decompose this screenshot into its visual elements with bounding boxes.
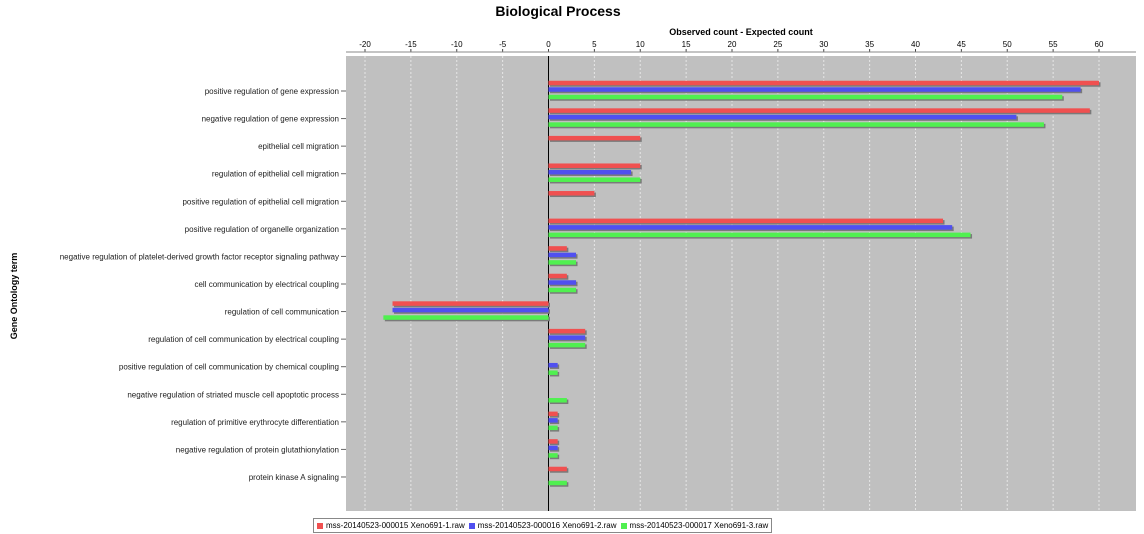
- bar-series-3: [548, 342, 586, 348]
- bar-series-1: [548, 80, 1099, 86]
- bar-series-1: [548, 411, 558, 417]
- bar-series-1: [548, 135, 641, 141]
- bar-series-3: [383, 315, 549, 320]
- bar-series-1: [392, 301, 549, 306]
- bar-series-3: [548, 480, 567, 486]
- x-axis-ticks: -20 -15 -10 -5 0 5 10 15 20 25 30 35 40 45 50 55 60: [346, 40, 1136, 53]
- y-category-label: cell communication by electrical couplin…: [194, 280, 339, 289]
- y-category-label: regulation of cell communication by elec…: [148, 335, 339, 344]
- y-category-label: negative regulation of protein glutathio…: [176, 445, 339, 454]
- bar-series-2: [548, 87, 1081, 92]
- bar-series-3: [548, 425, 558, 431]
- x-tick-label: 40: [911, 40, 920, 49]
- bar-series-2: [548, 335, 586, 340]
- legend: mss-20140523-000015 Xeno691-1.raw mss-20…: [313, 518, 773, 533]
- x-tick-label: 60: [1095, 40, 1104, 49]
- y-category-label: positive regulation of cell communicatio…: [119, 363, 339, 372]
- y-category-label: positive regulation of gene expression: [205, 87, 339, 96]
- legend-label-series-3: mss-20140523-000017 Xeno691-3.raw: [629, 521, 769, 530]
- bar-series-1: [548, 191, 595, 196]
- y-category-label: regulation of epithelial cell migration: [212, 170, 339, 179]
- y-category-label: regulation of cell communication: [225, 308, 339, 317]
- bar-series-2: [548, 418, 558, 423]
- bar-series-3: [548, 177, 641, 182]
- legend-swatch-series-1: [317, 522, 323, 529]
- bar-series-1: [548, 439, 558, 444]
- bar-series-3: [548, 287, 577, 293]
- bar-series-2: [548, 445, 558, 451]
- bar-series-2: [392, 307, 549, 313]
- bar-series-2: [548, 225, 953, 230]
- y-category-label: negative regulation of striated muscle c…: [127, 390, 339, 399]
- bar-series-1: [548, 328, 586, 334]
- plot-area: [346, 56, 1136, 511]
- legend-item-series-3: mss-20140523-000017 Xeno691-3.raw: [620, 521, 769, 530]
- y-category-label: positive regulation of epithelial cell m…: [182, 197, 339, 206]
- bar-series-2: [548, 252, 577, 258]
- bar-series-2: [548, 362, 558, 368]
- x-tick-label: 20: [728, 40, 737, 49]
- bar-series-1: [548, 273, 567, 279]
- x-tick-label: -10: [451, 40, 463, 49]
- bar-series-1: [548, 218, 944, 224]
- x-tick-label: -15: [405, 40, 417, 49]
- bar-series-1: [548, 108, 1090, 113]
- bar-series-1: [548, 163, 641, 168]
- y-category-label: negative regulation of platelet-derived …: [60, 252, 339, 261]
- bar-series-3: [548, 232, 971, 238]
- y-category-label: regulation of primitive erythrocyte diff…: [171, 418, 339, 427]
- bar-series-3: [548, 370, 558, 375]
- legend-item-series-2: mss-20140523-000016 Xeno691-2.raw: [468, 521, 617, 530]
- legend-swatch-series-3: [620, 522, 627, 529]
- x-tick-label: 30: [819, 40, 828, 49]
- x-tick-label: 55: [1049, 40, 1058, 49]
- legend-label-series-1: mss-20140523-000015 Xeno691-1.raw: [326, 521, 465, 530]
- y-axis-label: Gene Ontology term: [9, 253, 19, 340]
- x-tick-label: 50: [1003, 40, 1012, 49]
- bar-series-3: [548, 398, 567, 403]
- x-tick-label: -20: [359, 40, 371, 49]
- chart-title: Biological Process: [495, 3, 620, 19]
- x-tick-label: 10: [636, 40, 645, 49]
- bar-series-2: [548, 169, 632, 175]
- legend-label-series-2: mss-20140523-000016 Xeno691-2.raw: [477, 521, 617, 530]
- x-tick-label: 45: [957, 40, 966, 49]
- bar-series-2: [548, 114, 1017, 120]
- x-tick-label: 15: [682, 40, 691, 49]
- bar-series-1: [548, 246, 567, 251]
- bar-series-3: [548, 122, 1044, 127]
- bar-series-3: [548, 94, 1063, 100]
- y-category-label: epithelial cell migration: [258, 142, 339, 151]
- x-tick-label: 25: [773, 40, 782, 49]
- y-category-label: positive regulation of organelle organiz…: [185, 225, 339, 234]
- bars: [383, 80, 1101, 487]
- x-axis-label: Observed count - Expected count: [669, 27, 813, 37]
- y-axis-categories: positive regulation of gene expression ne…: [60, 87, 346, 482]
- x-tick-label: 5: [592, 40, 597, 49]
- y-category-label: protein kinase A signaling: [249, 473, 339, 482]
- bar-series-2: [548, 280, 577, 285]
- bar-series-1: [548, 466, 567, 472]
- x-tick-label: -5: [499, 40, 507, 49]
- bar-series-3: [548, 453, 558, 458]
- bar-series-3: [548, 260, 577, 265]
- x-tick-label: 0: [546, 40, 551, 49]
- y-category-label: negative regulation of gene expression: [202, 115, 339, 124]
- legend-item-series-1: mss-20140523-000015 Xeno691-1.raw: [317, 521, 465, 530]
- legend-swatch-series-2: [468, 522, 475, 529]
- x-tick-label: 35: [865, 40, 874, 49]
